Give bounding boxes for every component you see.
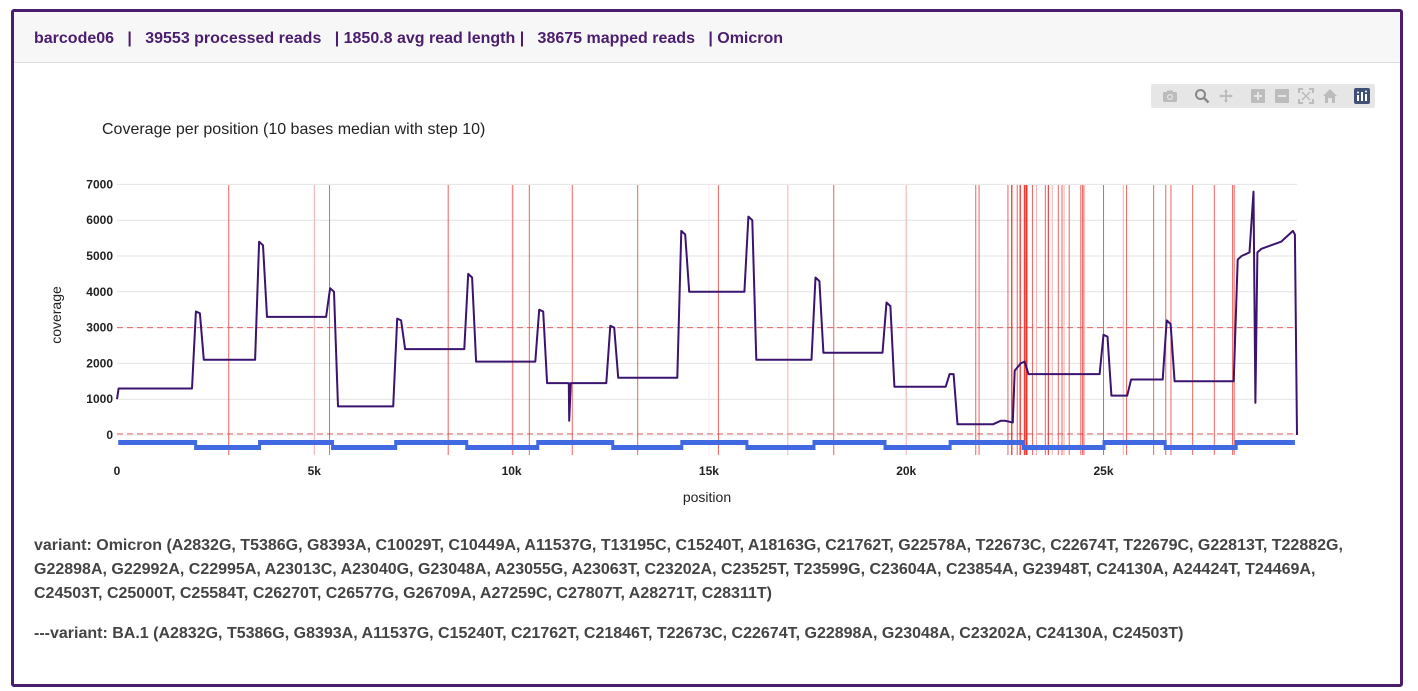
amplicon-step: [1234, 440, 1238, 450]
chart-title: Coverage per position (10 bases median w…: [102, 121, 485, 138]
y-tick-label: 5000: [86, 249, 113, 263]
pan-icon[interactable]: [1218, 88, 1234, 104]
amplicon-bar: [813, 440, 885, 445]
amplicon-bar: [1164, 445, 1236, 450]
plot-modebar: [1151, 84, 1375, 108]
amplicon-step: [536, 440, 540, 450]
amplicon-step: [258, 440, 262, 450]
mapped-reads: 38675 mapped reads: [537, 30, 695, 47]
amplicon-bar: [195, 445, 260, 450]
amplicon-bar: [681, 440, 747, 445]
amplicon-bar: [746, 445, 814, 450]
zoom-icon[interactable]: [1194, 88, 1210, 104]
amplicon-step: [1163, 440, 1167, 450]
amplicon-step: [883, 440, 887, 450]
amplicon-step: [948, 440, 952, 450]
y-tick-label: 3000: [86, 321, 113, 335]
amplicon-bar: [884, 445, 950, 450]
amplicon-bar: [1103, 440, 1165, 445]
amplicon-bar: [537, 440, 613, 445]
barcode-label: barcode06: [34, 30, 115, 47]
amplicon-bar: [259, 440, 333, 445]
separator: |: [127, 30, 132, 47]
amplicon-bar: [332, 445, 396, 450]
processed-reads: 39553 processed reads: [145, 30, 322, 47]
camera-icon[interactable]: [1162, 88, 1178, 104]
amplicon-step: [680, 440, 684, 450]
variant-omicron-text: variant: Omicron (A2832G, T5386G, G8393A…: [34, 537, 1343, 602]
amplicon-step: [1021, 440, 1025, 450]
x-axis-label: position: [683, 489, 731, 505]
amplicon-bar: [1022, 445, 1104, 450]
plotly-logo-icon[interactable]: [1354, 88, 1370, 104]
variant-short: Omicron: [717, 30, 784, 47]
summary-line: barcode06 | 39553 processed reads | 1850…: [34, 30, 783, 48]
y-tick-label: 7000: [86, 177, 113, 191]
x-tick-label: 15k: [699, 464, 719, 478]
x-tick-label: 20k: [896, 464, 916, 478]
y-axis-label: coverage: [48, 286, 64, 344]
amplicon-step: [812, 440, 816, 450]
zoom-in-icon[interactable]: [1250, 88, 1266, 104]
x-tick-label: 10k: [502, 464, 522, 478]
amplicon-bar: [1235, 440, 1295, 445]
coverage-chart[interactable]: Coverage per position (10 bases median w…: [14, 12, 1400, 512]
avg-read-length: 1850.8 avg read length: [343, 30, 516, 47]
amplicon-step: [331, 440, 335, 450]
report-card: barcode06 | 39553 processed reads | 1850…: [11, 9, 1403, 687]
reset-axes-icon[interactable]: [1322, 88, 1338, 104]
amplicon-bar: [612, 445, 682, 450]
coverage-line: [116, 190, 1298, 436]
autoscale-icon[interactable]: [1298, 88, 1314, 104]
variant-ba1-text: ---variant: BA.1 (A2832G, T5386G, G8393A…: [34, 625, 1184, 642]
amplicon-bar: [466, 445, 538, 450]
amplicon-step: [394, 440, 398, 450]
x-tick-label: 0: [114, 464, 121, 478]
separator: |: [708, 30, 713, 47]
amplicon-step: [745, 440, 749, 450]
amplicon-step: [1102, 440, 1106, 450]
zoom-out-icon[interactable]: [1274, 88, 1290, 104]
x-tick-label: 25k: [1094, 464, 1114, 478]
amplicon-bar: [118, 440, 196, 445]
y-tick-label: 6000: [86, 213, 113, 227]
separator: |: [519, 30, 525, 47]
y-tick-label: 0: [106, 428, 113, 442]
y-tick-label: 1000: [86, 392, 113, 406]
x-tick-label: 5k: [308, 464, 322, 478]
amplicon-bar: [395, 440, 467, 445]
amplicon-step: [194, 440, 198, 450]
amplicon-step: [465, 440, 469, 450]
y-tick-label: 4000: [86, 285, 113, 299]
amplicon-bar: [949, 440, 1023, 445]
amplicon-step: [611, 440, 615, 450]
summary-header: barcode06 | 39553 processed reads | 1850…: [14, 12, 1400, 63]
y-tick-label: 2000: [86, 356, 113, 370]
separator: |: [334, 30, 340, 47]
